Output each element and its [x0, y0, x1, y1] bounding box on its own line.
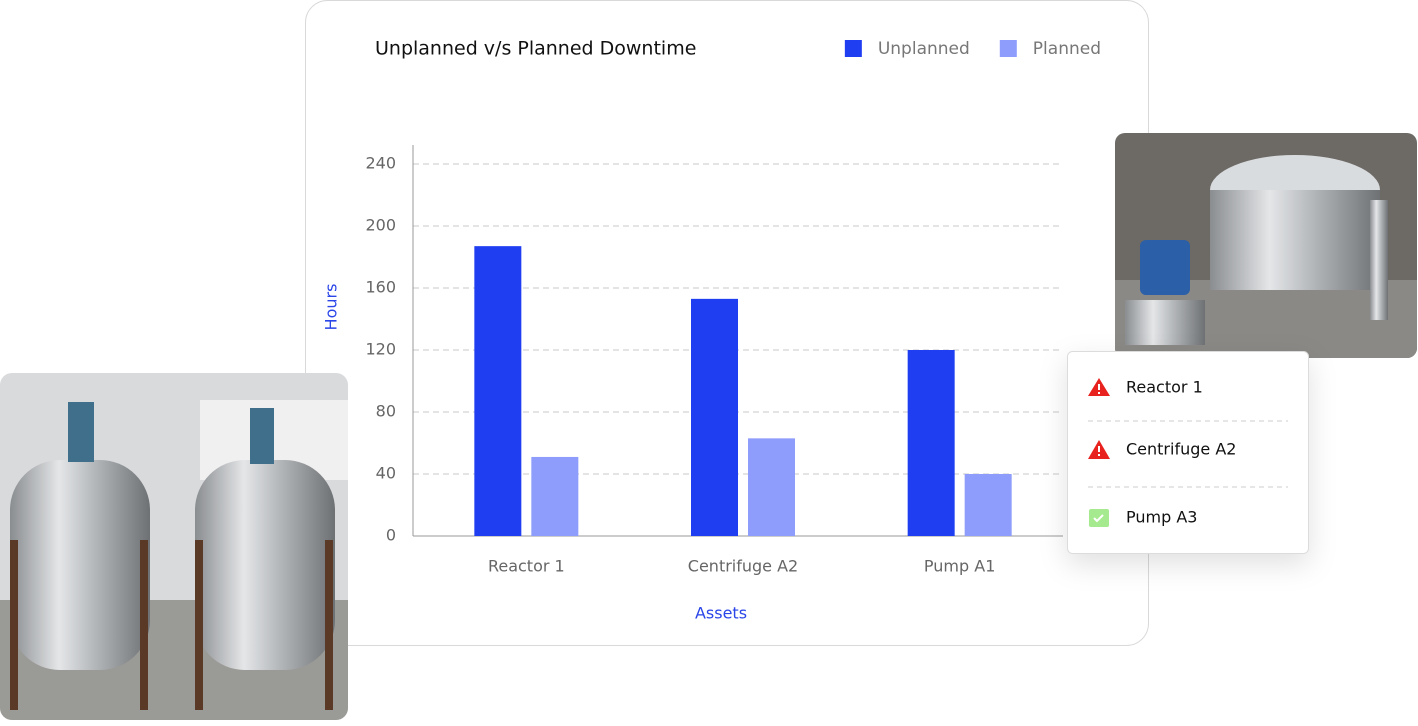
bar — [531, 456, 579, 536]
photo-reactors — [0, 373, 348, 720]
x-axis-label: Assets — [695, 604, 747, 623]
bar — [907, 350, 955, 536]
x-tick-label: Reactor 1 — [488, 557, 565, 576]
legend-swatch — [999, 40, 1017, 57]
x-tick-label: Pump A1 — [924, 557, 995, 576]
status-item: Centrifuge A2 — [1088, 440, 1236, 459]
bar — [748, 438, 795, 536]
y-tick-label: 40 — [376, 464, 396, 483]
status-item: Pump A3 — [1089, 508, 1197, 527]
status-card — [1067, 351, 1309, 554]
legend-label: Planned — [1033, 39, 1101, 59]
status-label: Centrifuge A2 — [1126, 440, 1236, 459]
y-tick-label: 120 — [365, 340, 396, 359]
y-tick-label: 80 — [376, 402, 396, 421]
bar — [964, 474, 1012, 536]
legend-swatch — [844, 40, 862, 57]
chart-title: Unplanned v/s Planned Downtime — [375, 38, 696, 60]
y-tick-label: 200 — [365, 216, 396, 235]
status-label: Reactor 1 — [1126, 378, 1203, 397]
status-item: Reactor 1 — [1088, 378, 1203, 397]
bar — [691, 298, 738, 536]
y-tick-label: 0 — [386, 526, 396, 545]
y-tick-label: 160 — [365, 278, 396, 297]
status-label: Pump A3 — [1126, 508, 1197, 527]
plot: 0 40 80 120 160 200 240 Planned Unplanned Reactor… — [365, 39, 1101, 576]
y-tick-label: 240 — [365, 154, 396, 173]
y-axis-label: Hours — [322, 284, 341, 331]
bar — [474, 246, 522, 536]
x-tick-label: Centrifuge A2 — [688, 557, 798, 576]
photo-centrifuge — [1115, 133, 1417, 358]
legend-label: Unplanned — [878, 39, 970, 59]
